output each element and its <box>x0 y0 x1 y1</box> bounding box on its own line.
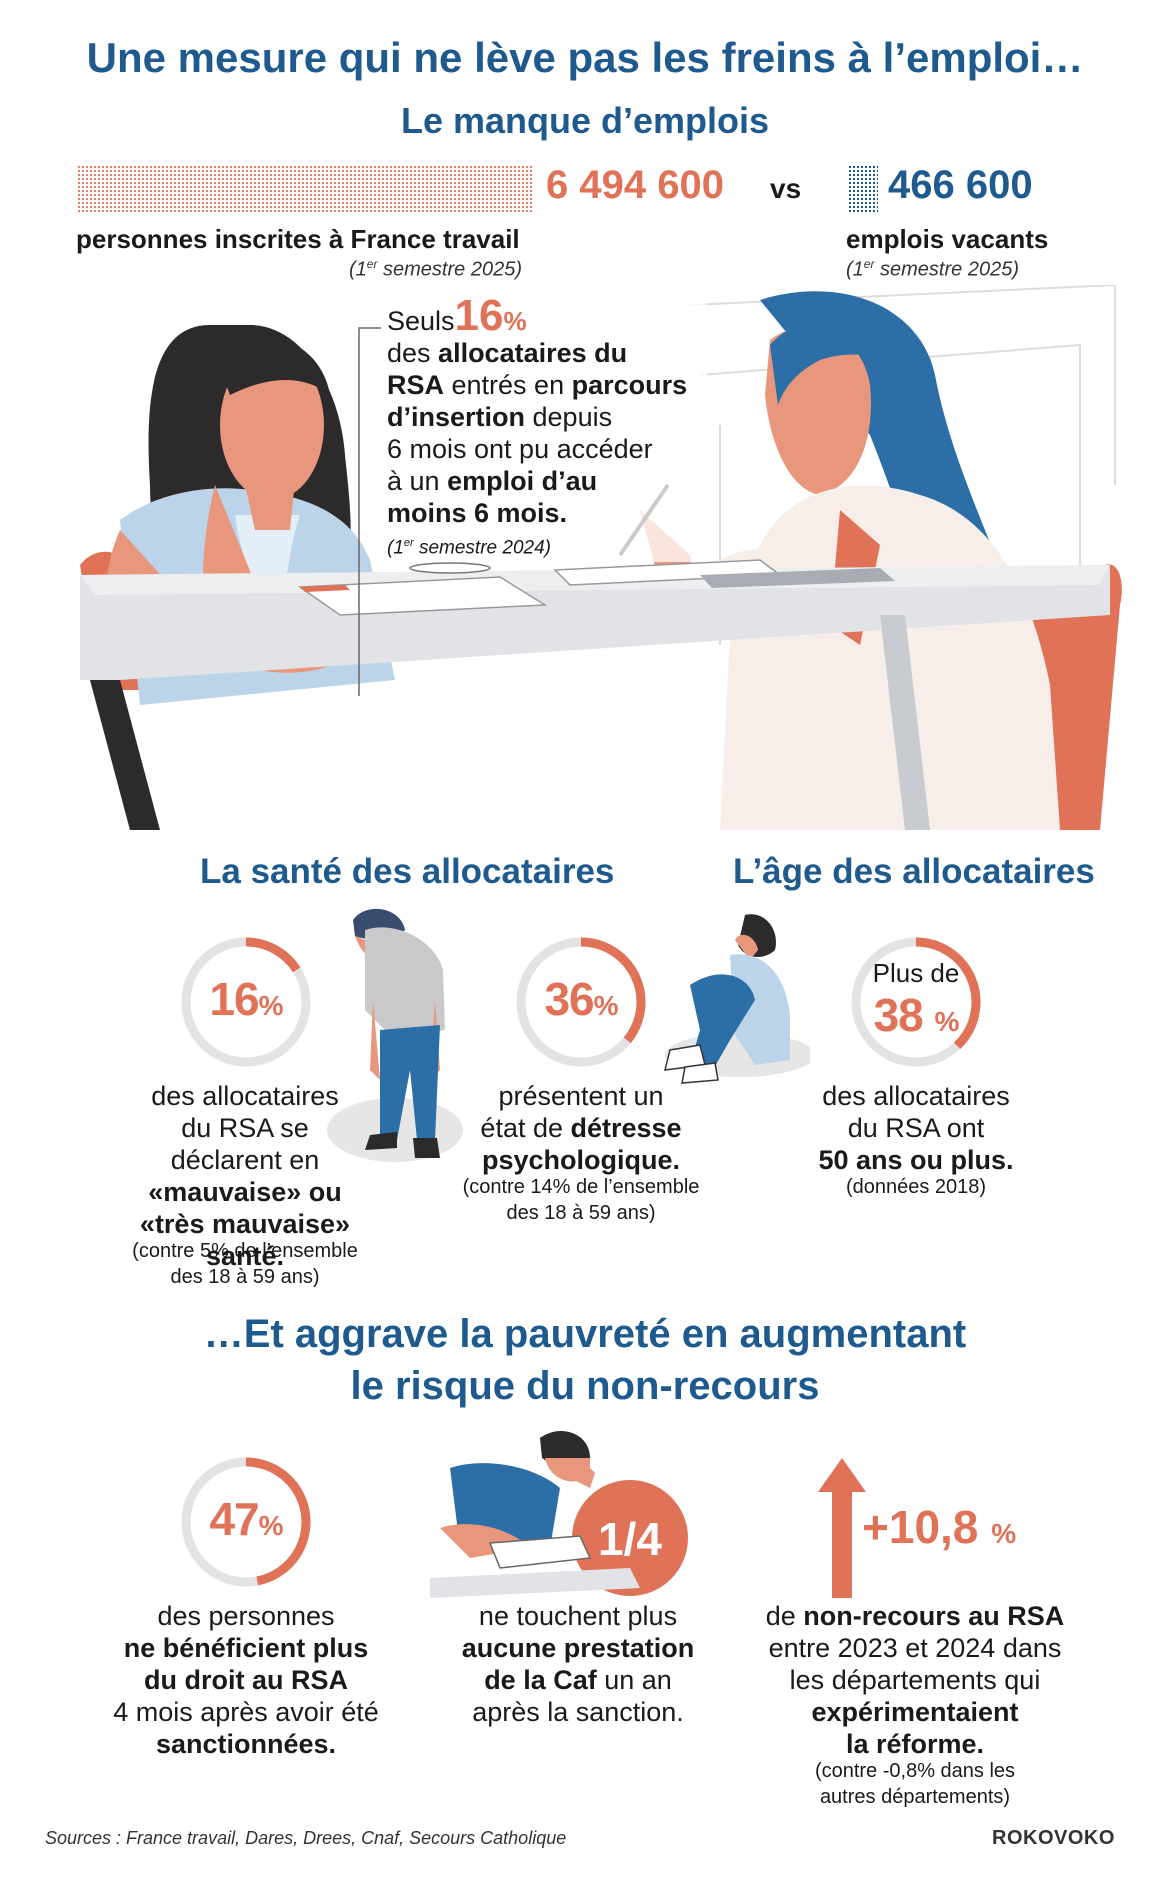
health-stat2-value: 36% <box>544 973 618 1025</box>
section-title-poverty: …Et aggrave la pauvreté en augmentant le… <box>203 1312 967 1408</box>
page-title: Une mesure qui ne lève pas les freins à … <box>86 34 1084 81</box>
ring-age-38 <box>851 937 981 1067</box>
age-lead: Plus de <box>872 958 960 988</box>
insertion-callout: Seuls16% des allocataires du RSA entrés … <box>387 291 707 563</box>
insertion-line-3: d’insertion depuis <box>387 402 613 432</box>
ring-health-36 <box>516 937 646 1067</box>
registered-value: 6 494 600 <box>546 163 724 207</box>
health-stat2-note: (contre 14% de l’ensemble des 18 à 59 ans… <box>462 1176 700 1224</box>
age-value: 38 % <box>873 989 960 1041</box>
ring-progress-arc <box>245 1457 311 1586</box>
registered-note: (1er semestre 2025) <box>349 257 522 281</box>
worried-man-illustration <box>430 1430 688 1598</box>
poverty-stat2-text: ne touchent plus aucune prestation de la… <box>461 1601 695 1727</box>
age-text: des allocataires du RSA ont 50 ans ou pl… <box>818 1081 1014 1175</box>
poverty-stat1-text: des personnes ne bénéficient plus du dro… <box>113 1601 379 1759</box>
sources-text: Sources : France travail, Dares, Drees, … <box>45 1828 567 1848</box>
insertion-note: (1er semestre 2024) <box>387 537 551 559</box>
health-stat1-text: des allocataires du RSA se déclarent en … <box>139 1081 351 1271</box>
section-title-age: L’âge des allocataires <box>733 852 1095 891</box>
insertion-line-4: 6 mois ont pu accéder <box>387 434 653 464</box>
distressed-woman-illustration <box>664 914 810 1084</box>
ring-health-16 <box>181 937 311 1067</box>
ring-progress-arc <box>915 937 981 1050</box>
insertion-line-6: moins 6 mois. <box>387 498 568 528</box>
vacancies-value: 466 600 <box>888 163 1033 207</box>
ring-progress-arc <box>245 937 301 973</box>
insertion-line-2: RSA entrés en parcours <box>387 370 688 400</box>
registered-label: personnes inscrites à France travail <box>76 224 520 254</box>
health-stat1-value: 16% <box>209 973 283 1025</box>
health-stat1-note: (contre 5% de l’ensemble des 18 à 59 ans) <box>132 1240 358 1288</box>
vacancies-note: (1er semestre 2025) <box>846 257 1019 281</box>
unwell-man-illustration <box>327 908 463 1162</box>
callout-bracket <box>358 327 381 696</box>
arrow-up-icon <box>818 1458 866 1598</box>
credit-logo: ROKOVOKO <box>992 1827 1115 1849</box>
vs-label: vs <box>770 173 802 204</box>
vacancies-label: emplois vacants <box>846 224 1049 254</box>
poverty-stat1-value: 47% <box>209 1493 283 1545</box>
poverty-stat3-value: +10,8 % <box>862 1501 1017 1553</box>
ring-poverty-47 <box>181 1457 311 1587</box>
poverty-stat3-note: (contre -0,8% dans les autres département… <box>814 1760 1016 1808</box>
health-stat2-text: présentent un état de détresse psycholog… <box>480 1081 682 1175</box>
section-title-health: La santé des allocataires <box>200 852 615 891</box>
poverty-stat3-text: de non-recours au RSA entre 2023 et 2024… <box>765 1601 1065 1759</box>
age-note: (données 2018) <box>845 1176 987 1198</box>
interview-illustration <box>80 285 1122 830</box>
poverty-stat2-value: 1/4 <box>598 1513 662 1565</box>
section-title-jobs: Le manque d’emplois <box>400 100 770 141</box>
insertion-line-1: des allocataires du <box>387 338 628 368</box>
insertion-line-5: à un emploi d’au <box>387 466 598 496</box>
vacancies-pattern-bar <box>848 165 878 213</box>
registered-pattern-bar <box>77 165 534 213</box>
ring-progress-arc <box>580 937 646 1044</box>
insertion-headline: Seuls16% <box>387 291 527 340</box>
